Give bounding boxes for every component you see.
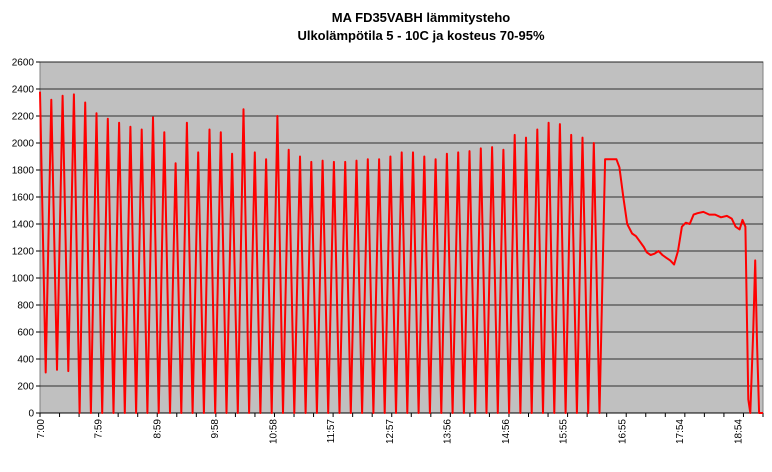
- y-tick-label: 800: [17, 301, 34, 312]
- x-tick-label: 18:54: [734, 419, 745, 444]
- chart-subtitle: Ulkolämpötila 5 - 10C ja kosteus 70-95%: [297, 28, 545, 43]
- x-axis: 7:00 7:59 8:59 9:58 10:58 11:57 12:57 13:56 14:5…: [36, 412, 764, 444]
- y-tick-label: 2400: [12, 85, 35, 96]
- chart-title: MA FD35VABH lämmitysteho: [332, 10, 510, 25]
- series-line: [39, 91, 763, 414]
- y-tick-label: 0: [28, 409, 34, 420]
- y-tick-label: 200: [17, 382, 34, 393]
- y-tick-label: 600: [17, 328, 34, 339]
- y-tick-label: 1200: [12, 247, 35, 258]
- x-tick-label: 7:00: [36, 419, 47, 439]
- y-tick-label: 2200: [12, 112, 35, 123]
- y-tick-label: 1800: [12, 166, 35, 177]
- x-tick-label: 12:57: [385, 419, 396, 444]
- x-tick-label: 9:58: [210, 419, 221, 439]
- y-tick-label: 1400: [12, 220, 35, 231]
- x-tick-label: 8:59: [152, 419, 163, 439]
- y-tick-label: 400: [17, 355, 34, 366]
- y-tick-label: 1000: [12, 274, 35, 285]
- y-tick-label: 1600: [12, 193, 35, 204]
- y-tick-label: 2000: [12, 139, 35, 150]
- x-tick-label: 11:57: [326, 419, 337, 444]
- y-axis: 0 200 400 600 800 1000 1200 1400 1600 1800 2000 220…: [12, 58, 40, 420]
- x-tick-label: 10:58: [269, 419, 280, 444]
- x-tick-label: 15:55: [559, 419, 570, 444]
- x-tick-label: 13:56: [442, 419, 453, 444]
- x-tick-label: 14:56: [501, 419, 512, 444]
- y-tick-label: 2600: [12, 58, 35, 69]
- x-tick-label: 16:55: [617, 419, 628, 444]
- x-tick-label: 7:59: [94, 419, 105, 439]
- x-tick-label: 17:54: [675, 419, 686, 444]
